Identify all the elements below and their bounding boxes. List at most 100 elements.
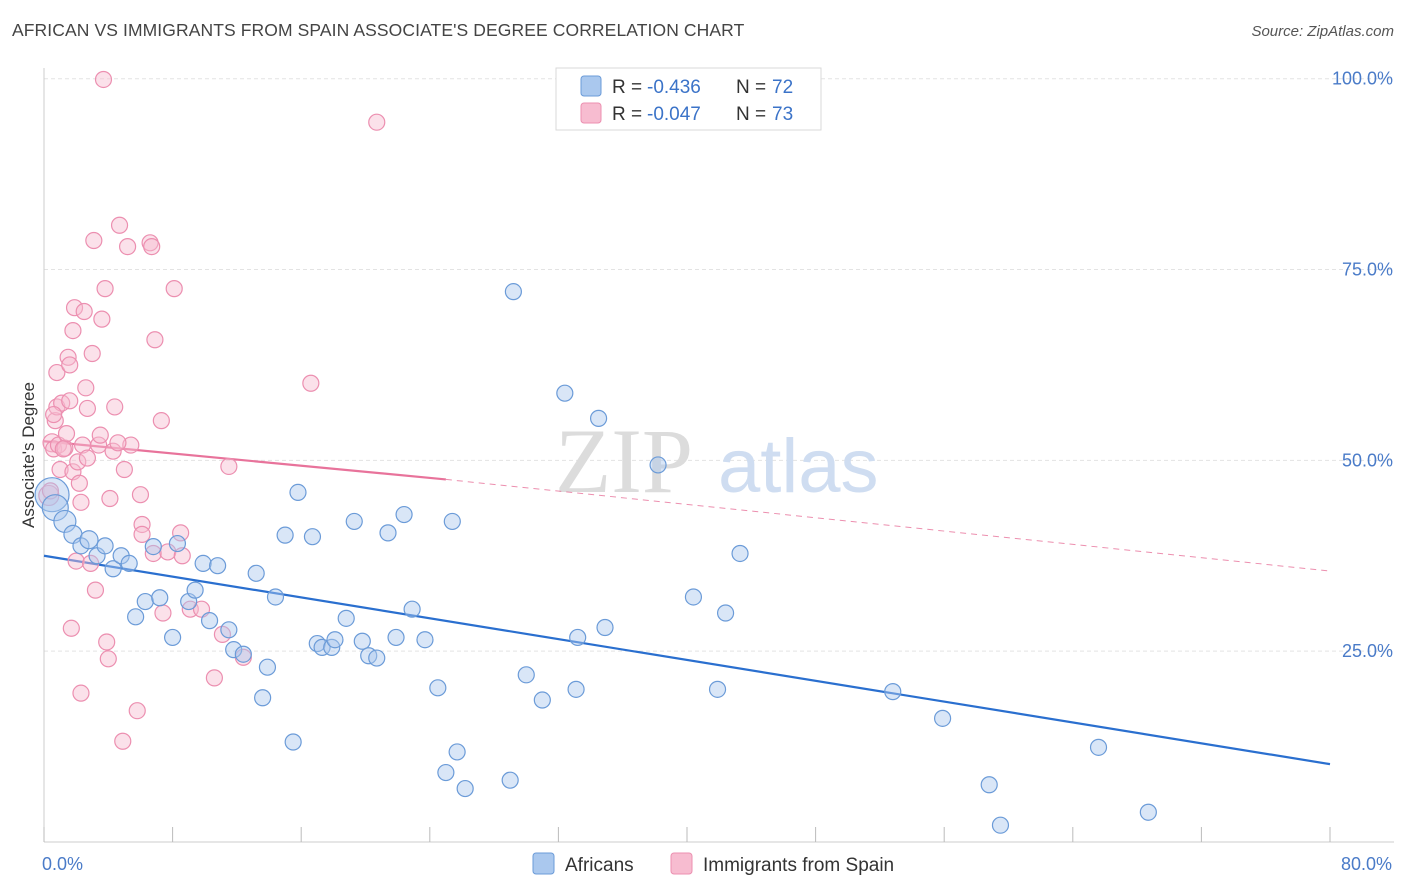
point-africans-60	[596, 618, 614, 637]
point-africans-12	[136, 592, 154, 611]
point-africans-56	[556, 384, 574, 402]
point-spain-42	[114, 732, 132, 750]
point-africans-10	[120, 554, 138, 572]
watermark: ZIP atlas	[555, 410, 879, 512]
point-spain-58	[172, 524, 190, 542]
point-spain-46	[128, 702, 146, 720]
y-tick-labels: 25.0% 50.0% 75.0% 100.0%	[1332, 69, 1393, 661]
legend-bottom-spain: Immigrants from Spain	[703, 855, 894, 876]
point-spain-62	[205, 669, 223, 687]
point-spain-37	[99, 650, 117, 668]
point-africans-13	[144, 538, 162, 556]
point-africans-16	[168, 534, 187, 553]
point-spain-66	[302, 374, 320, 392]
point-africans-29	[276, 526, 294, 544]
point-africans-52	[501, 771, 519, 789]
legend-spain-r-value: -0.047	[647, 104, 701, 125]
trend-line-spain-extended	[445, 478, 1331, 572]
legend-top: R = -0.436 N = 72 R = -0.047 N = 73	[555, 67, 822, 131]
legend-bottom-swatch-spain	[670, 852, 693, 875]
series-africans-points	[34, 283, 1157, 834]
point-africans-30	[284, 733, 302, 751]
point-africans-4	[72, 537, 90, 555]
point-spain-10	[56, 439, 74, 457]
point-spain-14	[61, 392, 79, 410]
point-spain-39	[104, 442, 122, 460]
point-africans-41	[368, 649, 386, 667]
point-spain-36	[98, 633, 116, 651]
y-tick-label-0: 25.0%	[1342, 641, 1393, 661]
point-africans-25	[247, 564, 265, 582]
point-africans-34	[313, 638, 331, 656]
legend-africans-n-label: N =	[736, 77, 766, 98]
point-spain-16	[64, 321, 82, 340]
point-africans-58	[569, 628, 587, 647]
point-africans-67	[933, 709, 952, 727]
point-spain-24	[75, 302, 93, 321]
point-spain-71	[70, 474, 88, 492]
point-africans-5	[79, 530, 99, 550]
legend-bottom-swatch-africans	[532, 852, 555, 875]
point-africans-24	[234, 645, 252, 663]
point-spain-54	[152, 412, 170, 430]
legend-swatch-spain	[580, 102, 602, 124]
point-spain-33	[91, 426, 109, 444]
point-africans-44	[395, 505, 413, 524]
point-africans-21	[209, 557, 227, 575]
point-africans-19	[194, 554, 212, 572]
point-spain-67	[94, 70, 113, 89]
point-spain-25	[77, 379, 95, 397]
legend-bottom: Africans Immigrants from Spain	[532, 852, 894, 876]
point-africans-37	[337, 609, 355, 627]
point-spain-13	[61, 356, 79, 374]
point-africans-47	[429, 679, 447, 697]
point-spain-51	[143, 238, 161, 256]
point-spain-64	[220, 457, 238, 476]
source-label: Source: ZipAtlas.com	[1251, 23, 1394, 40]
watermark-atlas: atlas	[718, 424, 879, 509]
point-africans-49	[443, 512, 461, 531]
point-spain-34	[93, 310, 111, 328]
point-africans-71	[1139, 803, 1157, 821]
point-spain-48	[133, 515, 151, 534]
watermark-zip: ZIP	[555, 410, 693, 512]
point-africans-11	[127, 608, 145, 626]
point-africans-7	[96, 537, 114, 555]
point-africans-53	[504, 283, 522, 301]
point-spain-43	[115, 460, 133, 479]
point-spain-69	[45, 405, 63, 424]
point-africans-14	[151, 589, 169, 607]
point-africans-69	[991, 816, 1010, 834]
trend-line-africans	[43, 554, 1331, 766]
y-tick-label-2: 75.0%	[1342, 260, 1393, 280]
chart-title: AFRICAN VS IMMIGRANTS FROM SPAIN ASSOCIA…	[12, 20, 745, 40]
point-africans-68	[980, 776, 998, 794]
point-africans-57	[567, 680, 585, 698]
point-spain-22	[72, 493, 90, 511]
grid-lines	[44, 78, 1394, 652]
point-africans-70	[1089, 738, 1108, 756]
point-spain-19	[67, 552, 85, 570]
point-africans-62	[684, 588, 703, 606]
point-spain-4	[46, 412, 64, 430]
point-spain-31	[86, 581, 105, 599]
point-spain-26	[78, 449, 97, 467]
point-spain-57	[165, 280, 183, 298]
point-africans-1	[41, 494, 69, 522]
y-axis-title: Associate's Degree	[19, 382, 38, 528]
y-tick-label-1: 50.0%	[1342, 450, 1393, 470]
point-africans-18	[186, 581, 204, 599]
point-africans-42	[379, 524, 397, 542]
point-spain-52	[144, 544, 162, 563]
point-africans-65	[731, 544, 749, 563]
y-tick-label-3: 100.0%	[1332, 69, 1393, 89]
point-africans-23	[225, 641, 243, 659]
point-africans-50	[448, 743, 466, 761]
point-africans-51	[456, 779, 474, 798]
point-africans-8	[104, 560, 122, 578]
point-africans-2	[53, 509, 77, 534]
point-africans-66	[884, 683, 902, 701]
point-africans-36	[326, 631, 344, 649]
point-africans-27	[258, 658, 277, 676]
